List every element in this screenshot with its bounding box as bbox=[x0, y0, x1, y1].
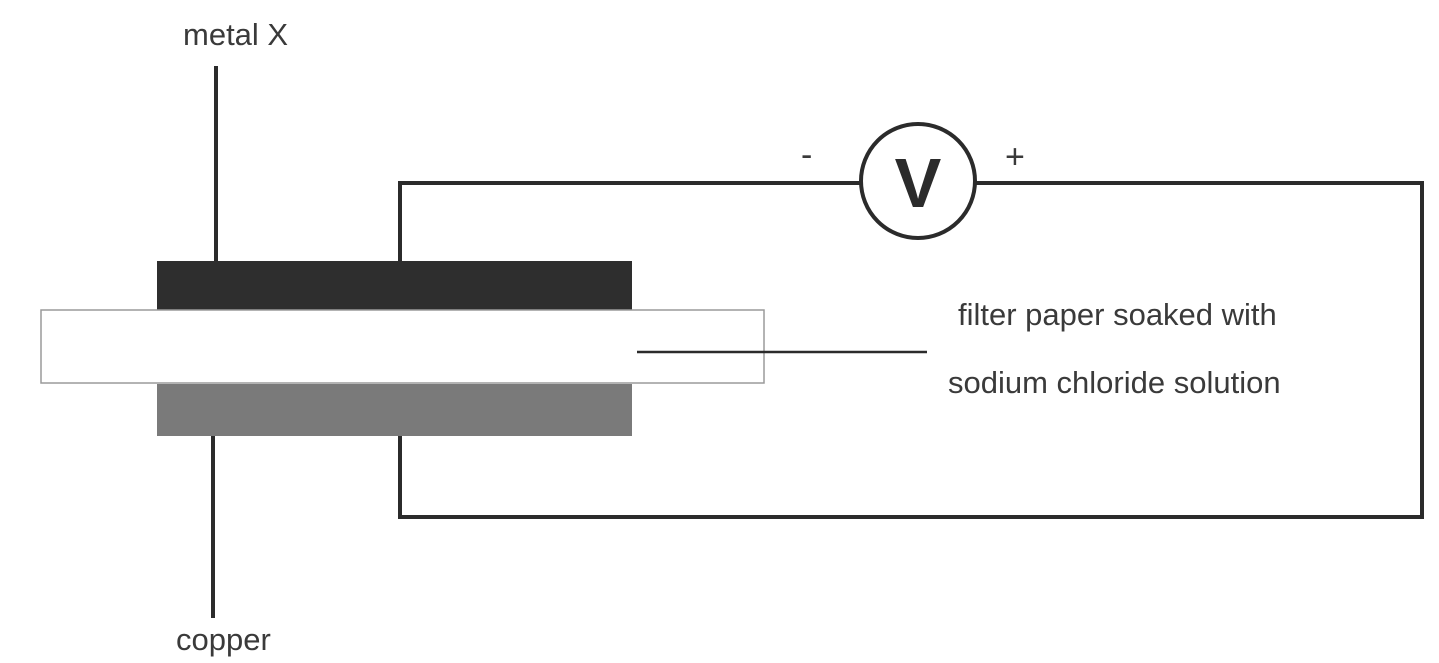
voltmeter-negative-sign: - bbox=[801, 136, 812, 174]
voltmeter-circle bbox=[859, 122, 977, 240]
metal-x-plate bbox=[157, 261, 632, 310]
voltmeter-positive-sign: + bbox=[1005, 138, 1025, 176]
copper-plate bbox=[157, 384, 632, 436]
metal-x-label: metal X bbox=[183, 17, 288, 52]
circuit-wire-right bbox=[398, 181, 1424, 519]
copper-label: copper bbox=[176, 622, 271, 657]
voltmeter-symbol: V bbox=[895, 144, 942, 222]
filter-paper-label-line2: sodium chloride solution bbox=[948, 365, 1281, 400]
voltmeter: V bbox=[859, 122, 977, 240]
filter-paper bbox=[40, 309, 765, 384]
circuit-wire-top-left bbox=[398, 181, 860, 262]
filter-paper-label-line1: filter paper soaked with bbox=[958, 297, 1277, 332]
